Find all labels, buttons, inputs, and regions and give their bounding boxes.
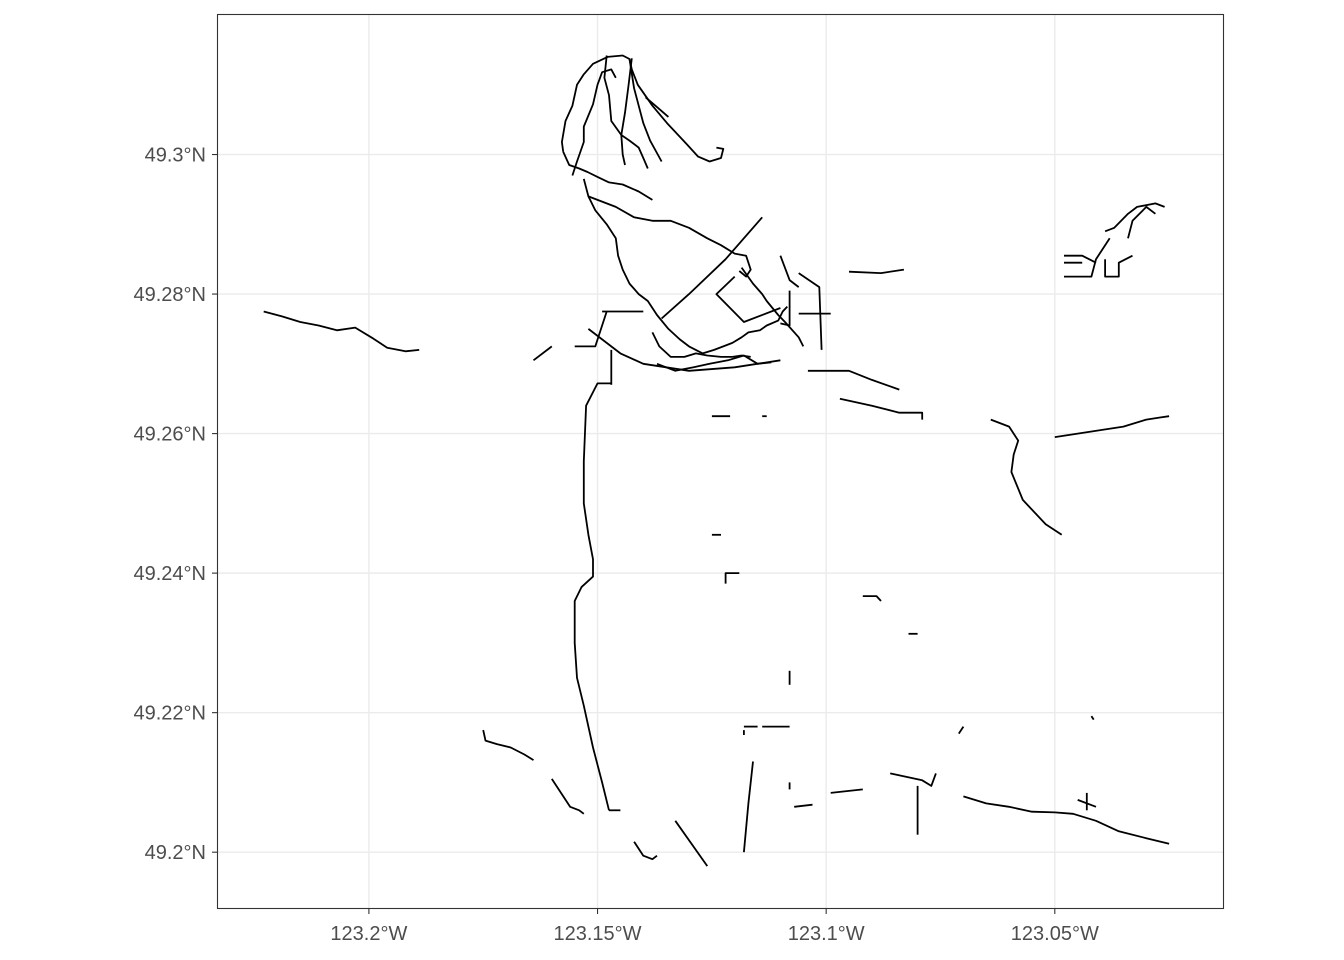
route-line <box>573 382 612 811</box>
route-line <box>1054 415 1170 438</box>
route-line <box>620 58 633 166</box>
route-line <box>1064 237 1111 278</box>
x-tick-label: 123.1°W <box>788 923 865 945</box>
route-line <box>651 332 751 358</box>
route-line <box>645 96 669 118</box>
route-line <box>958 726 965 735</box>
route-line <box>963 795 1170 845</box>
route-line <box>587 328 781 372</box>
route-line <box>743 761 754 853</box>
y-tick-label: 49.3°N <box>145 145 206 167</box>
route-line <box>571 68 617 176</box>
route-line <box>862 595 882 602</box>
route-line <box>582 178 788 355</box>
route-line <box>263 310 420 353</box>
route-line <box>1090 715 1095 721</box>
route-line <box>794 803 813 808</box>
route-line <box>656 354 772 372</box>
route-line <box>1104 202 1165 233</box>
route-line <box>848 268 905 275</box>
route-line <box>890 772 937 787</box>
route-line <box>1127 205 1156 239</box>
route-line <box>574 311 608 348</box>
route-line <box>482 729 534 761</box>
route-line <box>588 195 752 278</box>
route-line <box>780 290 791 327</box>
route-line <box>779 255 800 288</box>
route-line <box>561 54 725 163</box>
route-line <box>633 841 658 861</box>
route-line <box>990 418 1063 536</box>
route-lines <box>263 54 1170 867</box>
y-tick-label: 49.26°N <box>134 424 207 446</box>
route-line <box>562 151 653 201</box>
y-tick-label: 49.28°N <box>134 284 207 306</box>
route-line <box>839 397 924 420</box>
x-tick-label: 123.15°W <box>554 923 642 945</box>
grid-lines <box>218 15 1224 908</box>
route-line <box>830 788 863 794</box>
route-line <box>532 345 553 362</box>
route-line <box>628 58 663 162</box>
route-line <box>715 275 781 323</box>
panel-border <box>216 13 1225 910</box>
route-line <box>1104 254 1133 278</box>
route-line <box>661 216 763 320</box>
route-line <box>551 778 585 815</box>
route-line <box>798 272 823 350</box>
route-line <box>807 369 900 391</box>
route-line <box>1064 254 1097 264</box>
x-tick-label: 123.05°W <box>1011 923 1099 945</box>
y-tick-label: 49.24°N <box>134 563 207 585</box>
x-axis: 123.2°W 123.15°W 123.1°W 123.05°W <box>330 908 1099 945</box>
x-tick-label: 123.2°W <box>330 923 407 945</box>
route-line <box>674 820 709 867</box>
route-line <box>724 572 740 584</box>
y-tick-label: 49.22°N <box>134 703 207 725</box>
route-line <box>740 267 805 347</box>
y-tick-label: 49.2°N <box>145 842 206 864</box>
y-axis: 49.2°N 49.22°N 49.24°N 49.26°N 49.28°N 49.3°N <box>134 145 218 864</box>
